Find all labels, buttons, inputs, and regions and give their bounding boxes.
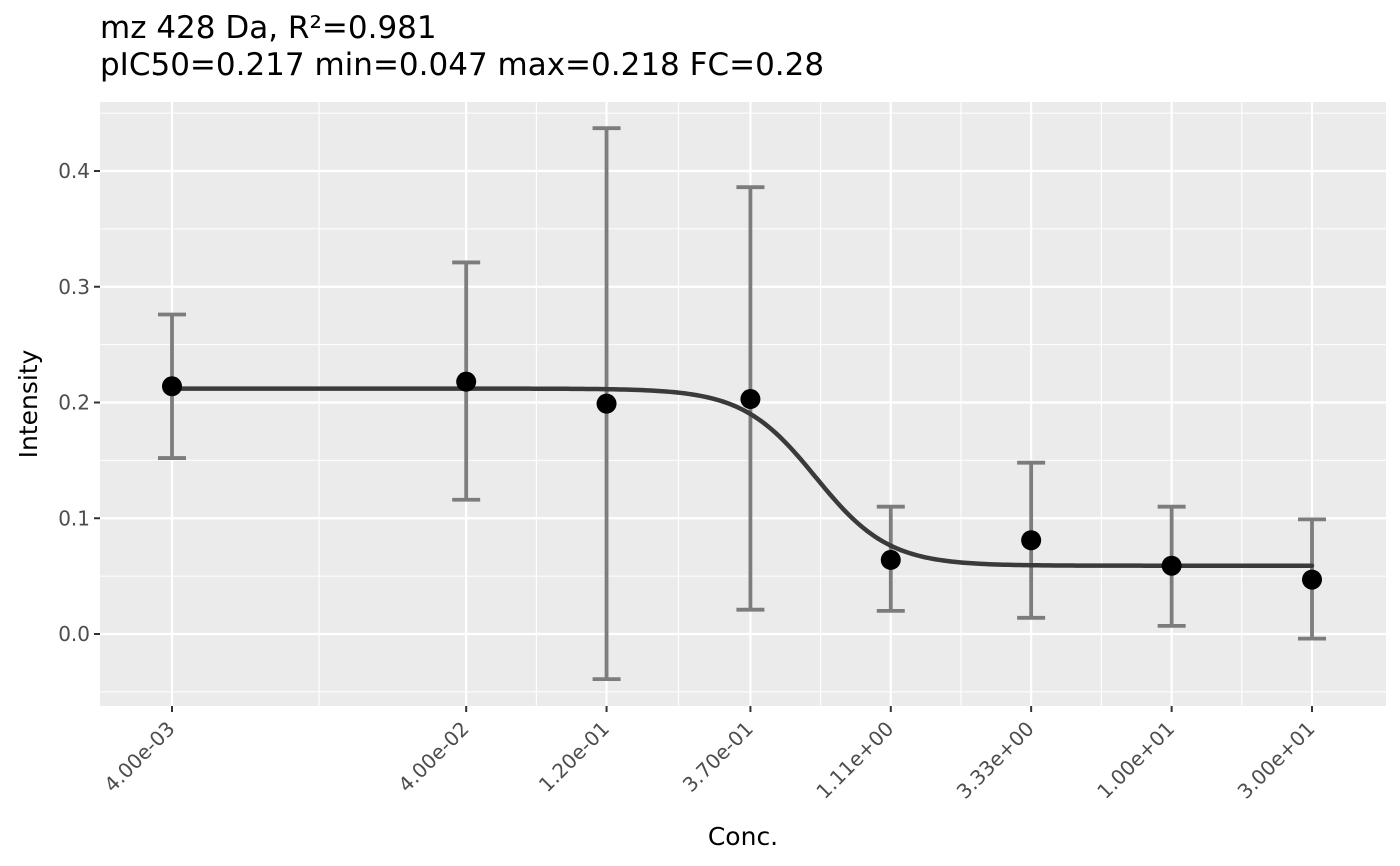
x-axis-title: Conc. (708, 822, 778, 851)
y-axis: 0.0 0.1 0.2 0.3 0.4 (58, 159, 100, 646)
y-tick-label: 0.3 (58, 275, 90, 299)
y-axis-title: Intensity (14, 349, 43, 458)
x-tick-label: 3.00e+01 (1233, 717, 1320, 804)
x-tick-label: 1.20e-01 (534, 717, 614, 797)
chart-subtitle: pIC50=0.217 min=0.047 max=0.218 FC=0.28 (100, 47, 825, 83)
x-tick-label: 3.70e-01 (678, 717, 758, 797)
x-tick-label: 4.00e-03 (99, 717, 179, 797)
data-point (740, 389, 761, 410)
x-axis: 4.00e-03 4.00e-02 1.20e-01 3.70e-01 1.11e+00… (99, 706, 1320, 804)
x-tick-label: 3.33e+00 (952, 717, 1039, 804)
y-tick-label: 0.4 (58, 159, 90, 183)
data-point (162, 376, 182, 397)
data-point (1302, 569, 1322, 590)
data-point (456, 371, 477, 392)
y-tick-label: 0.1 (58, 506, 90, 530)
fit-curve (169, 386, 1315, 568)
chart-title: mz 428 Da, R²=0.981 (100, 10, 437, 46)
x-tick-label: 1.00e+01 (1092, 717, 1179, 804)
data-point (880, 549, 901, 570)
data-point (1021, 530, 1042, 551)
y-tick-label: 0.0 (58, 622, 90, 646)
data-points (162, 371, 1322, 590)
data-point (1161, 555, 1182, 576)
data-point (596, 393, 617, 414)
y-tick-label: 0.2 (58, 391, 90, 415)
x-tick-label: 4.00e-02 (393, 717, 473, 797)
x-tick-label: 1.11e+00 (811, 717, 898, 804)
